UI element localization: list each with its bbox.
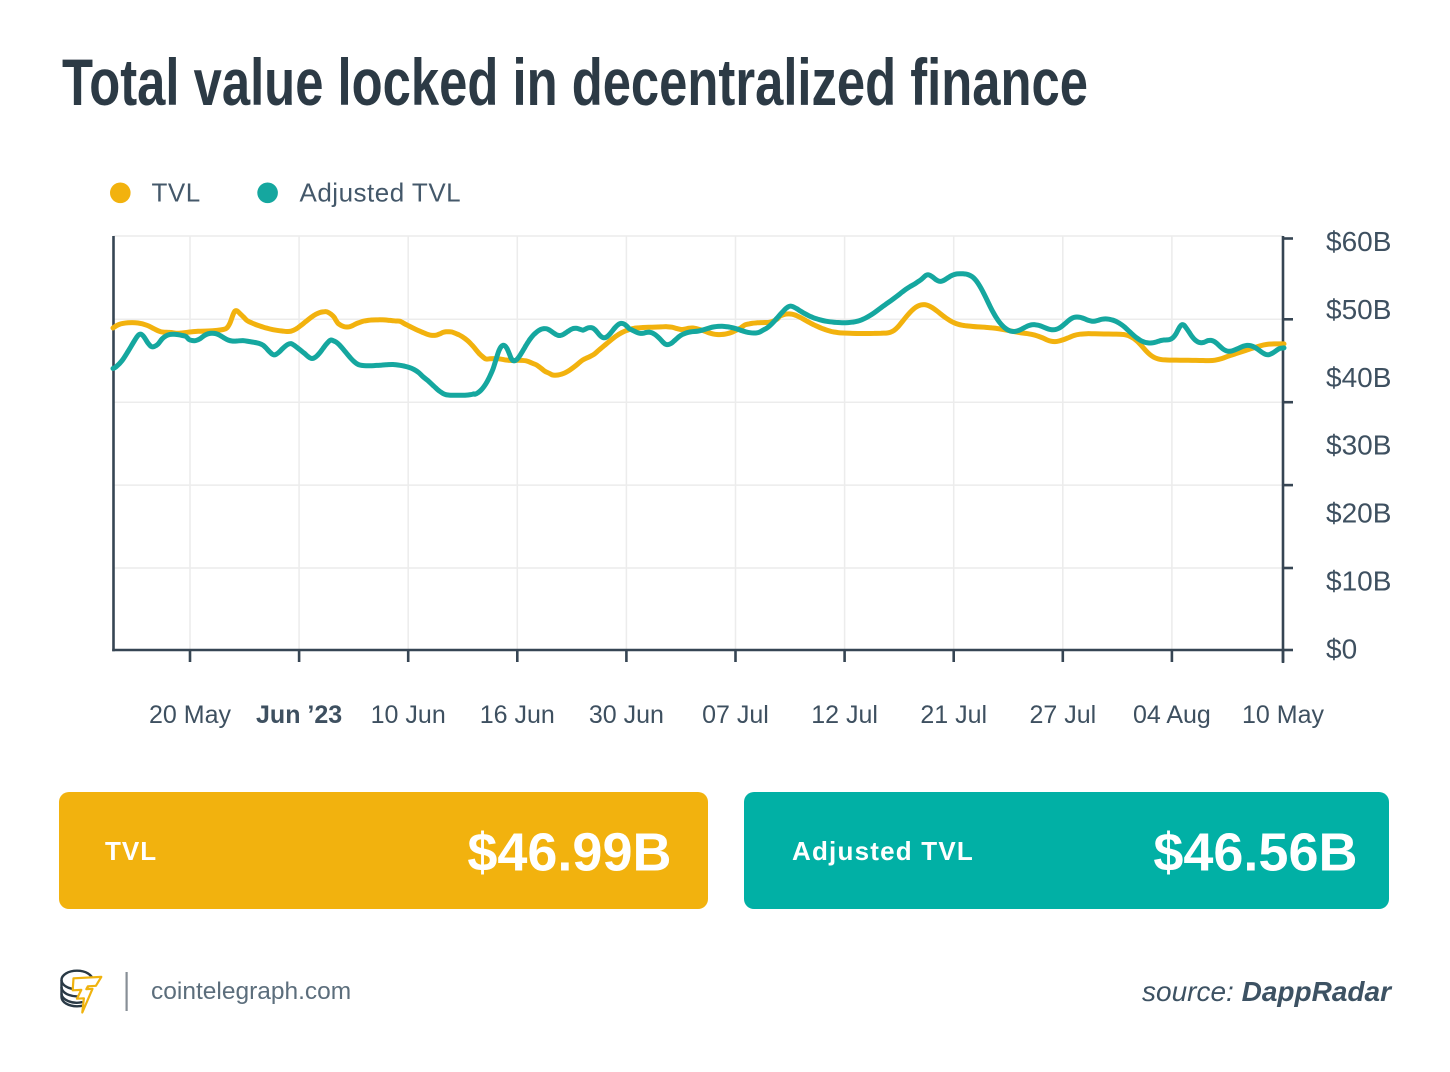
svg-text:04 Aug: 04 Aug (1133, 701, 1211, 729)
svg-text:Adjusted TVL: Adjusted TVL (300, 178, 462, 208)
svg-text:source: DappRadar: source: DappRadar (1142, 976, 1393, 1007)
svg-text:Adjusted TVL: Adjusted TVL (792, 836, 974, 866)
svg-text:10 May: 10 May (1242, 701, 1324, 729)
svg-text:$60B: $60B (1326, 226, 1391, 257)
svg-text:$10B: $10B (1326, 566, 1391, 597)
svg-text:12 Jul: 12 Jul (811, 701, 878, 729)
svg-text:21 Jul: 21 Jul (920, 701, 987, 729)
svg-text:$50B: $50B (1326, 294, 1391, 325)
svg-text:cointelegraph.com: cointelegraph.com (151, 978, 351, 1005)
svg-text:Jun ’23: Jun ’23 (256, 701, 342, 729)
svg-text:TVL: TVL (152, 178, 201, 208)
svg-text:16 Jun: 16 Jun (480, 701, 555, 729)
svg-text:$40B: $40B (1326, 362, 1391, 393)
svg-text:$20B: $20B (1326, 498, 1391, 529)
svg-text:07 Jul: 07 Jul (702, 701, 769, 729)
svg-text:$0: $0 (1326, 633, 1357, 664)
svg-text:30 Jun: 30 Jun (589, 701, 664, 729)
svg-text:10 Jun: 10 Jun (371, 701, 446, 729)
svg-text:$46.99B: $46.99B (467, 823, 671, 883)
svg-text:20 May: 20 May (149, 701, 231, 729)
svg-text:27 Jul: 27 Jul (1029, 701, 1096, 729)
svg-text:Total value locked in decentra: Total value locked in decentralized fina… (62, 45, 1088, 119)
svg-text:$46.56B: $46.56B (1153, 823, 1357, 883)
svg-text:$30B: $30B (1326, 430, 1391, 461)
svg-text:TVL: TVL (105, 836, 157, 866)
